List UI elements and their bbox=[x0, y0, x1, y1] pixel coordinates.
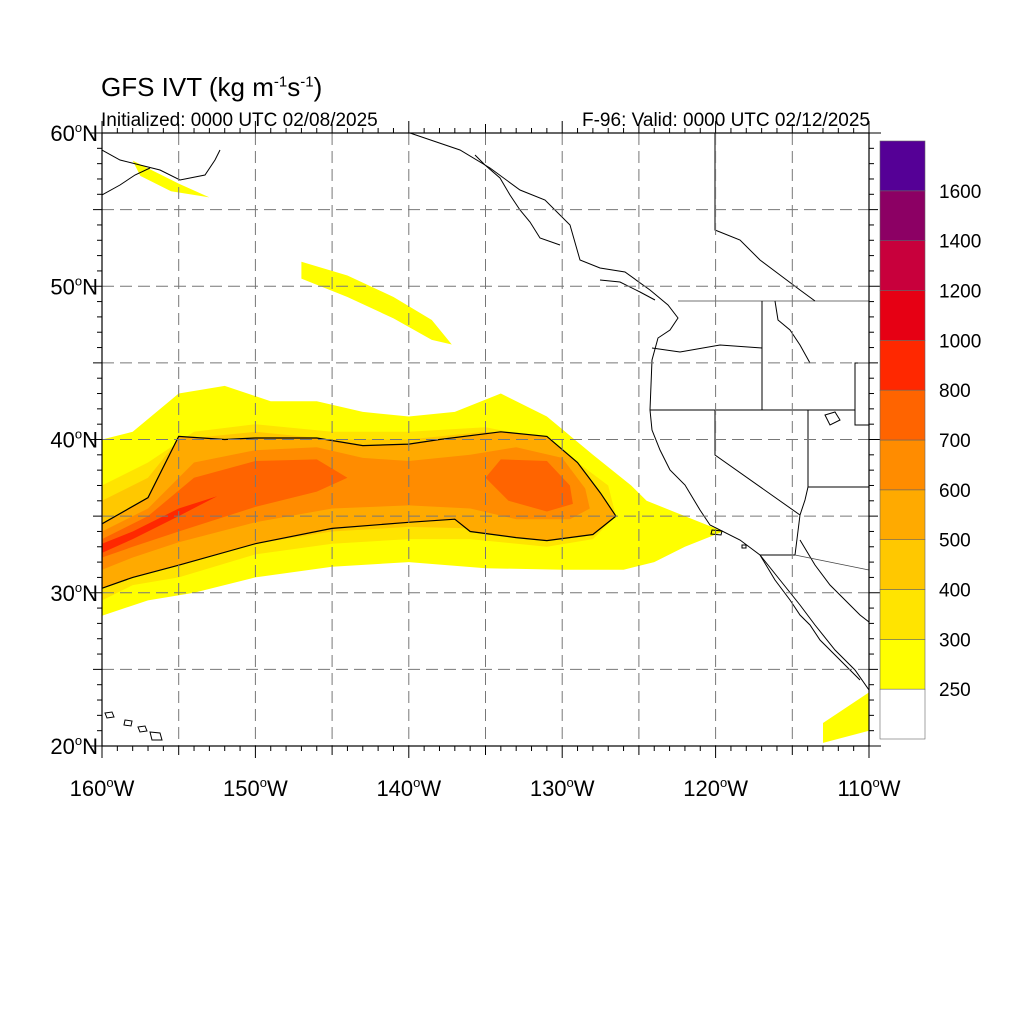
colorbar-label-1600: 1600 bbox=[939, 182, 981, 203]
colorbar-box-4 bbox=[879, 489, 926, 540]
colorbar-box-7 bbox=[879, 340, 926, 391]
chart-title: GFS IVT (kg m-1s-1) bbox=[101, 72, 323, 102]
lon-label-160: 160oW bbox=[70, 775, 135, 801]
coastlines-and-borders bbox=[102, 133, 869, 741]
colorbar-label-500: 500 bbox=[939, 531, 971, 552]
colorbar-box-6 bbox=[879, 389, 926, 441]
lon-label-140: 140oW bbox=[376, 775, 441, 801]
colorbar-box-3 bbox=[879, 539, 926, 590]
valid-time-label: F-96: Valid: 0000 UTC 02/12/2025 bbox=[582, 110, 870, 131]
colorbar-box-11 bbox=[879, 140, 926, 192]
ivt-region-800-10 bbox=[102, 496, 218, 553]
lat-label-50: 50oN bbox=[50, 273, 98, 299]
colorbar-box-8 bbox=[879, 290, 926, 341]
graticule bbox=[102, 133, 869, 746]
lat-label-30: 30oN bbox=[50, 580, 98, 606]
contour-line-0 bbox=[102, 431, 617, 589]
lon-label-120: 120oW bbox=[683, 775, 748, 801]
lon-label-150: 150oW bbox=[223, 775, 288, 801]
colorbar-box-9 bbox=[879, 240, 926, 291]
lon-label-130: 130oW bbox=[530, 775, 595, 801]
colorbar-label-250: 250 bbox=[939, 680, 971, 701]
ivt-region-250-3 bbox=[823, 692, 869, 743]
lat-label-60: 60oN bbox=[50, 120, 98, 146]
colorbar-label-400: 400 bbox=[939, 581, 971, 602]
colorbar-label-300: 300 bbox=[939, 630, 971, 651]
ivt-region-700-9 bbox=[485, 459, 573, 512]
colorbar-box-5 bbox=[879, 439, 926, 491]
axis-labels: 160oW 150oW 140oW 130oW 120oW 110oW 60oN 50oN 40… bbox=[50, 120, 900, 801]
colorbar-label-700: 700 bbox=[939, 431, 971, 452]
initialized-label: Initialized: 0000 UTC 02/08/2025 bbox=[101, 110, 378, 131]
colorbar-box-1 bbox=[879, 639, 926, 690]
ivt-shading bbox=[102, 160, 869, 743]
colorbar-label-600: 600 bbox=[939, 481, 971, 502]
axis-ticks bbox=[90, 121, 881, 758]
colorbar-box-0 bbox=[879, 688, 926, 740]
ivt-region-700-8 bbox=[102, 459, 348, 558]
colorbar-box-2 bbox=[879, 589, 926, 640]
colorbar-label-800: 800 bbox=[939, 381, 971, 402]
colorbar-label-1000: 1000 bbox=[939, 331, 981, 352]
ivt-region-250-1 bbox=[132, 160, 210, 198]
colorbar: 250 300 400 500 600 700 800 1000 1200 1400 1600 bbox=[879, 140, 981, 740]
colorbar-label-1200: 1200 bbox=[939, 282, 981, 303]
colorbar-box-10 bbox=[879, 190, 926, 241]
ivt-500-contour bbox=[102, 431, 617, 589]
lat-label-40: 40oN bbox=[50, 427, 98, 453]
ivt-region-250-2 bbox=[301, 261, 452, 345]
lat-label-20: 20oN bbox=[50, 733, 98, 759]
colorbar-label-1400: 1400 bbox=[939, 232, 981, 253]
lon-label-110: 110oW bbox=[837, 775, 900, 801]
